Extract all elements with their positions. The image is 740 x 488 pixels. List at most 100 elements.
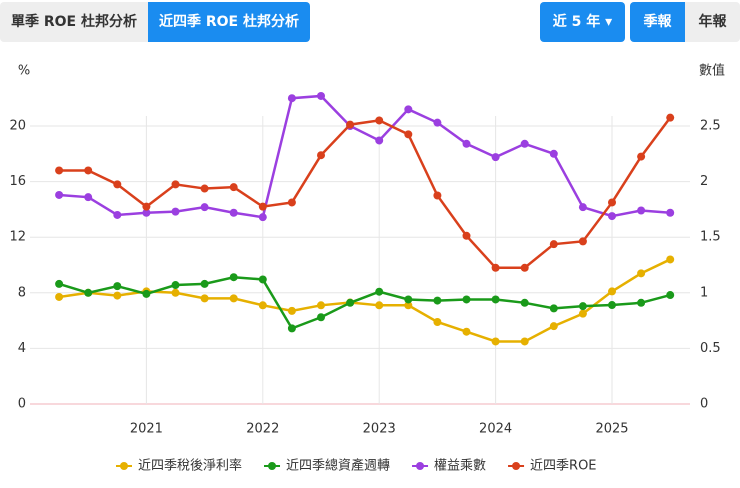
data-point	[637, 152, 646, 161]
series-line	[58, 275, 671, 330]
data-point	[287, 306, 296, 315]
data-point	[375, 116, 384, 125]
data-point	[433, 118, 442, 127]
data-point	[608, 212, 617, 221]
data-point	[637, 206, 646, 215]
y-axis-label: %	[18, 64, 30, 79]
data-point	[491, 153, 500, 162]
data-point	[637, 298, 646, 307]
legend-label: 近四季總資產週轉	[286, 458, 390, 474]
x-tick-label: 2023	[363, 422, 396, 437]
y2-tick-label: 2.5	[700, 119, 721, 134]
y2-tick-label: 0	[700, 397, 708, 412]
y-tick-label: 20	[9, 119, 26, 134]
data-point	[375, 301, 384, 310]
data-point	[84, 288, 93, 297]
y2-axis-label: 數值	[699, 63, 725, 79]
data-point	[404, 105, 413, 114]
data-point	[375, 287, 384, 296]
data-point	[549, 304, 558, 313]
quarterly-button[interactable]: 季報	[630, 2, 685, 42]
data-point	[346, 120, 355, 129]
caret: ▾	[605, 14, 613, 30]
data-point	[317, 91, 326, 100]
data-point	[578, 309, 587, 318]
data-point	[549, 240, 558, 249]
data-point	[258, 213, 267, 222]
y-tick-label: 12	[9, 230, 26, 245]
data-point	[404, 130, 413, 139]
y2-tick-label: 0.5	[700, 341, 721, 356]
data-point	[287, 198, 296, 207]
data-point	[113, 291, 122, 300]
x-tick-label: 2021	[130, 422, 163, 437]
data-point	[666, 208, 675, 217]
data-point	[84, 166, 93, 175]
data-point	[229, 183, 238, 192]
data-point	[229, 208, 238, 217]
data-point	[549, 322, 558, 331]
legend-marker	[512, 462, 521, 470]
data-point	[404, 295, 413, 304]
y2-tick-label: 1	[700, 285, 708, 300]
data-point	[113, 282, 122, 291]
data-point	[433, 317, 442, 326]
data-point	[142, 202, 151, 211]
data-point	[520, 139, 529, 148]
legend-label: 近四季ROE	[530, 459, 596, 474]
data-point	[666, 291, 675, 300]
data-point	[375, 136, 384, 145]
legend-marker	[120, 462, 128, 470]
legend-marker	[416, 462, 425, 470]
data-point	[637, 269, 646, 278]
data-point	[229, 294, 238, 303]
tab-active[interactable]: 近四季 ROE 杜邦分析	[148, 2, 310, 42]
x-tick-label: 2024	[479, 422, 512, 437]
data-point	[666, 255, 675, 264]
data-point	[171, 288, 180, 297]
data-point	[200, 203, 209, 212]
annual-button[interactable]: 年報	[685, 2, 740, 42]
data-point	[491, 295, 500, 304]
data-point	[317, 151, 326, 160]
series-line	[59, 94, 671, 219]
data-point	[200, 294, 209, 303]
data-point	[462, 327, 471, 336]
data-point	[171, 207, 180, 216]
chart: % 數值 0 4 8 12 16 20 0 0.5 1 1.5 2 2.5 2021 2022 2023 20…	[9, 63, 725, 474]
legend-label: 權益乘數	[434, 459, 486, 474]
data-point	[608, 198, 617, 207]
data-point	[520, 298, 529, 307]
x-tick-label: 2025	[595, 422, 628, 437]
range-dropdown[interactable]: 近 5 年 ▾	[540, 2, 625, 42]
data-point	[520, 263, 529, 272]
data-point	[55, 166, 64, 175]
data-point	[200, 184, 209, 193]
x-tick-label: 2022	[246, 422, 279, 437]
data-point	[142, 289, 151, 298]
data-point	[317, 313, 326, 322]
data-point	[171, 281, 180, 290]
series-line	[59, 116, 672, 270]
y-tick-label: 0	[18, 397, 26, 412]
data-point	[578, 237, 587, 246]
data-point	[84, 193, 93, 202]
data-point	[666, 113, 675, 122]
data-point	[491, 337, 500, 346]
tab[interactable]: 單季 ROE 杜邦分析	[0, 2, 148, 42]
data-point	[171, 180, 180, 189]
y-tick-label: 4	[18, 341, 26, 356]
data-point	[491, 263, 500, 272]
data-point	[433, 191, 442, 200]
y2-tick-label: 1.5	[700, 230, 721, 245]
data-point	[578, 302, 587, 311]
data-point	[287, 94, 296, 103]
data-point	[608, 301, 617, 310]
data-point	[346, 298, 355, 307]
y2-tick-label: 2	[700, 174, 708, 189]
data-point	[229, 273, 238, 282]
data-point	[462, 139, 471, 148]
data-point	[258, 301, 267, 310]
range-label: 近 5 年	[552, 14, 601, 30]
data-point	[55, 279, 64, 288]
